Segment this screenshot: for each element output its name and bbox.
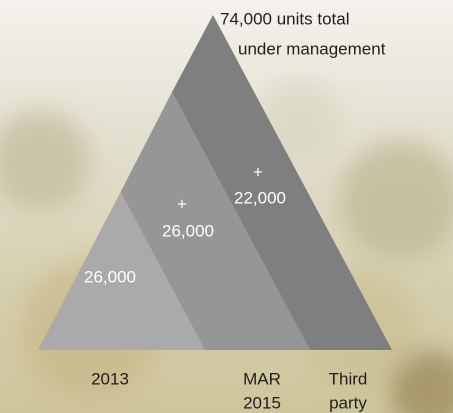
segment-caption: Third xyxy=(329,369,368,388)
headline: under management xyxy=(238,39,386,58)
infographic: 74,000 units total under management 26,0… xyxy=(0,0,453,413)
segment-sign: + xyxy=(253,162,263,181)
segment-caption: 2015 xyxy=(243,393,281,412)
headline: 74,000 units total xyxy=(220,9,349,28)
segment-label: 26,000 xyxy=(162,221,214,240)
segment-label: 26,000 xyxy=(84,267,136,286)
segment-caption: 2013 xyxy=(91,369,129,388)
segment-caption: MAR xyxy=(243,369,281,388)
segment-caption: party xyxy=(329,393,367,412)
segment-sign: + xyxy=(177,194,187,213)
segment-label: 22,000 xyxy=(234,188,286,207)
